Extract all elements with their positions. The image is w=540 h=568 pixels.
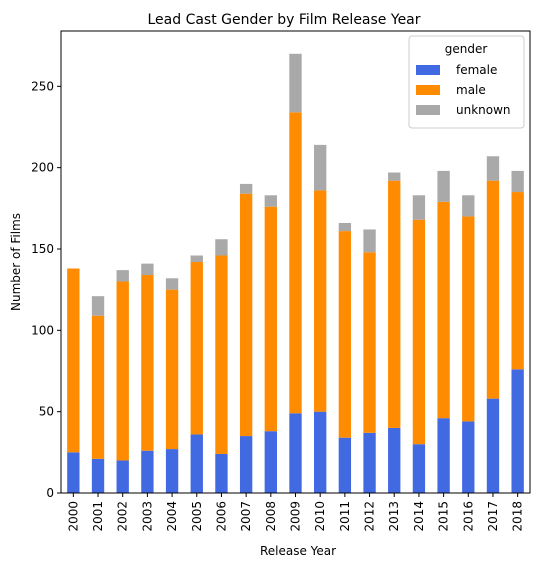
bar-male-2000: [67, 268, 80, 453]
x-tick-label: 2013: [387, 501, 401, 532]
bar-female-2005: [190, 434, 203, 493]
bar-unknown-2017: [486, 156, 500, 181]
bar-female-2000: [67, 452, 80, 493]
legend-label-female: female: [456, 63, 497, 77]
bar-female-2016: [462, 421, 475, 493]
bar-male-2002: [116, 281, 129, 461]
x-tick-label: 2005: [190, 501, 204, 532]
bar-female-2010: [314, 411, 327, 493]
y-tick-label: 50: [39, 405, 54, 419]
bar-male-2008: [264, 206, 277, 432]
bar-male-2001: [91, 315, 105, 459]
bar-male-2004: [165, 289, 179, 450]
bar-unknown-2003: [141, 263, 154, 276]
bars: [67, 53, 524, 493]
bar-female-2002: [116, 460, 129, 493]
bar-unknown-2008: [264, 195, 277, 207]
bar-female-2007: [239, 436, 253, 493]
y-tick-label: 100: [31, 323, 54, 337]
bar-female-2009: [289, 413, 302, 493]
y-axis-label: Number of Films: [9, 213, 23, 311]
x-tick-label: 2000: [66, 501, 80, 532]
bar-unknown-2014: [412, 195, 426, 220]
bar-unknown-2012: [363, 229, 376, 253]
bar-female-2008: [264, 431, 277, 493]
x-tick-label: 2003: [140, 501, 154, 532]
x-tick-label: 2010: [313, 501, 327, 532]
bar-male-2013: [388, 180, 401, 428]
y-tick-label: 0: [46, 486, 54, 500]
bar-female-2017: [486, 398, 500, 493]
bar-female-2015: [437, 418, 450, 493]
bar-male-2003: [141, 275, 154, 451]
bar-female-2004: [165, 449, 179, 493]
bar-female-2013: [388, 427, 401, 493]
x-tick-label: 2008: [264, 501, 278, 532]
y-tick-label: 200: [31, 161, 54, 175]
bar-male-2010: [314, 190, 327, 412]
y-axis: 0 50 100 150 200 250: [31, 79, 61, 500]
bar-male-2009: [289, 112, 302, 414]
x-tick-label: 2015: [437, 501, 451, 532]
bar-unknown-2005: [190, 255, 203, 262]
x-tick-label: 2002: [116, 501, 130, 532]
bar-male-2011: [338, 231, 352, 438]
bar-unknown-2007: [239, 183, 253, 194]
bar-male-2016: [462, 216, 475, 422]
bar-unknown-2009: [289, 53, 302, 113]
x-tick-label: 2006: [214, 501, 228, 532]
x-tick-label: 2009: [289, 501, 303, 532]
bar-male-2014: [412, 219, 426, 445]
bar-unknown-2002: [116, 270, 129, 282]
legend-label-male: male: [456, 83, 486, 97]
bar-female-2011: [338, 437, 352, 493]
bar-unknown-2016: [462, 195, 475, 217]
legend-swatch-female: [416, 65, 440, 75]
y-tick-label: 250: [31, 79, 54, 93]
bar-unknown-2006: [215, 239, 228, 256]
bar-female-2014: [412, 444, 426, 493]
bar-female-2012: [363, 432, 376, 493]
bar-male-2015: [437, 201, 450, 419]
x-axis: 2000 2001 2002 2003 2004 2005 2006 2007 2008 2009…: [66, 493, 525, 532]
bar-unknown-2015: [437, 170, 450, 202]
x-tick-label: 2007: [239, 501, 253, 532]
x-tick-label: 2014: [412, 501, 426, 532]
legend: gender female male unknown: [408, 35, 525, 129]
bar-unknown-2004: [165, 278, 179, 290]
bar-male-2007: [239, 193, 253, 437]
bar-male-2018: [511, 192, 524, 370]
bar-male-2005: [190, 262, 203, 435]
x-tick-label: 2012: [363, 501, 377, 532]
bar-male-2012: [363, 252, 376, 433]
x-axis-label: Release Year: [260, 544, 336, 558]
y-tick-label: 150: [31, 242, 54, 256]
x-tick-label: 2001: [91, 501, 105, 532]
bar-male-2017: [486, 180, 500, 399]
x-tick-label: 2016: [461, 501, 475, 532]
plot-frame: [60, 30, 531, 494]
legend-label-unknown: unknown: [456, 103, 511, 117]
bar-unknown-2010: [314, 144, 327, 191]
legend-swatch-male: [416, 85, 440, 95]
x-tick-label: 2018: [511, 501, 525, 532]
x-tick-label: 2004: [165, 501, 179, 532]
bar-female-2006: [215, 453, 228, 493]
bar-unknown-2018: [511, 170, 524, 193]
x-tick-label: 2011: [338, 501, 352, 532]
chart-title: Lead Cast Gender by Film Release Year: [147, 12, 420, 28]
legend-swatch-unknown: [416, 105, 440, 115]
bar-unknown-2013: [388, 172, 401, 181]
x-tick-label: 2017: [486, 501, 500, 532]
bar-female-2018: [511, 369, 524, 493]
bar-female-2001: [91, 458, 105, 493]
legend-title: gender: [445, 42, 488, 56]
bar-unknown-2011: [338, 222, 352, 232]
bar-unknown-2001: [91, 296, 105, 316]
bar-male-2006: [215, 255, 228, 454]
bar-female-2003: [141, 450, 154, 493]
